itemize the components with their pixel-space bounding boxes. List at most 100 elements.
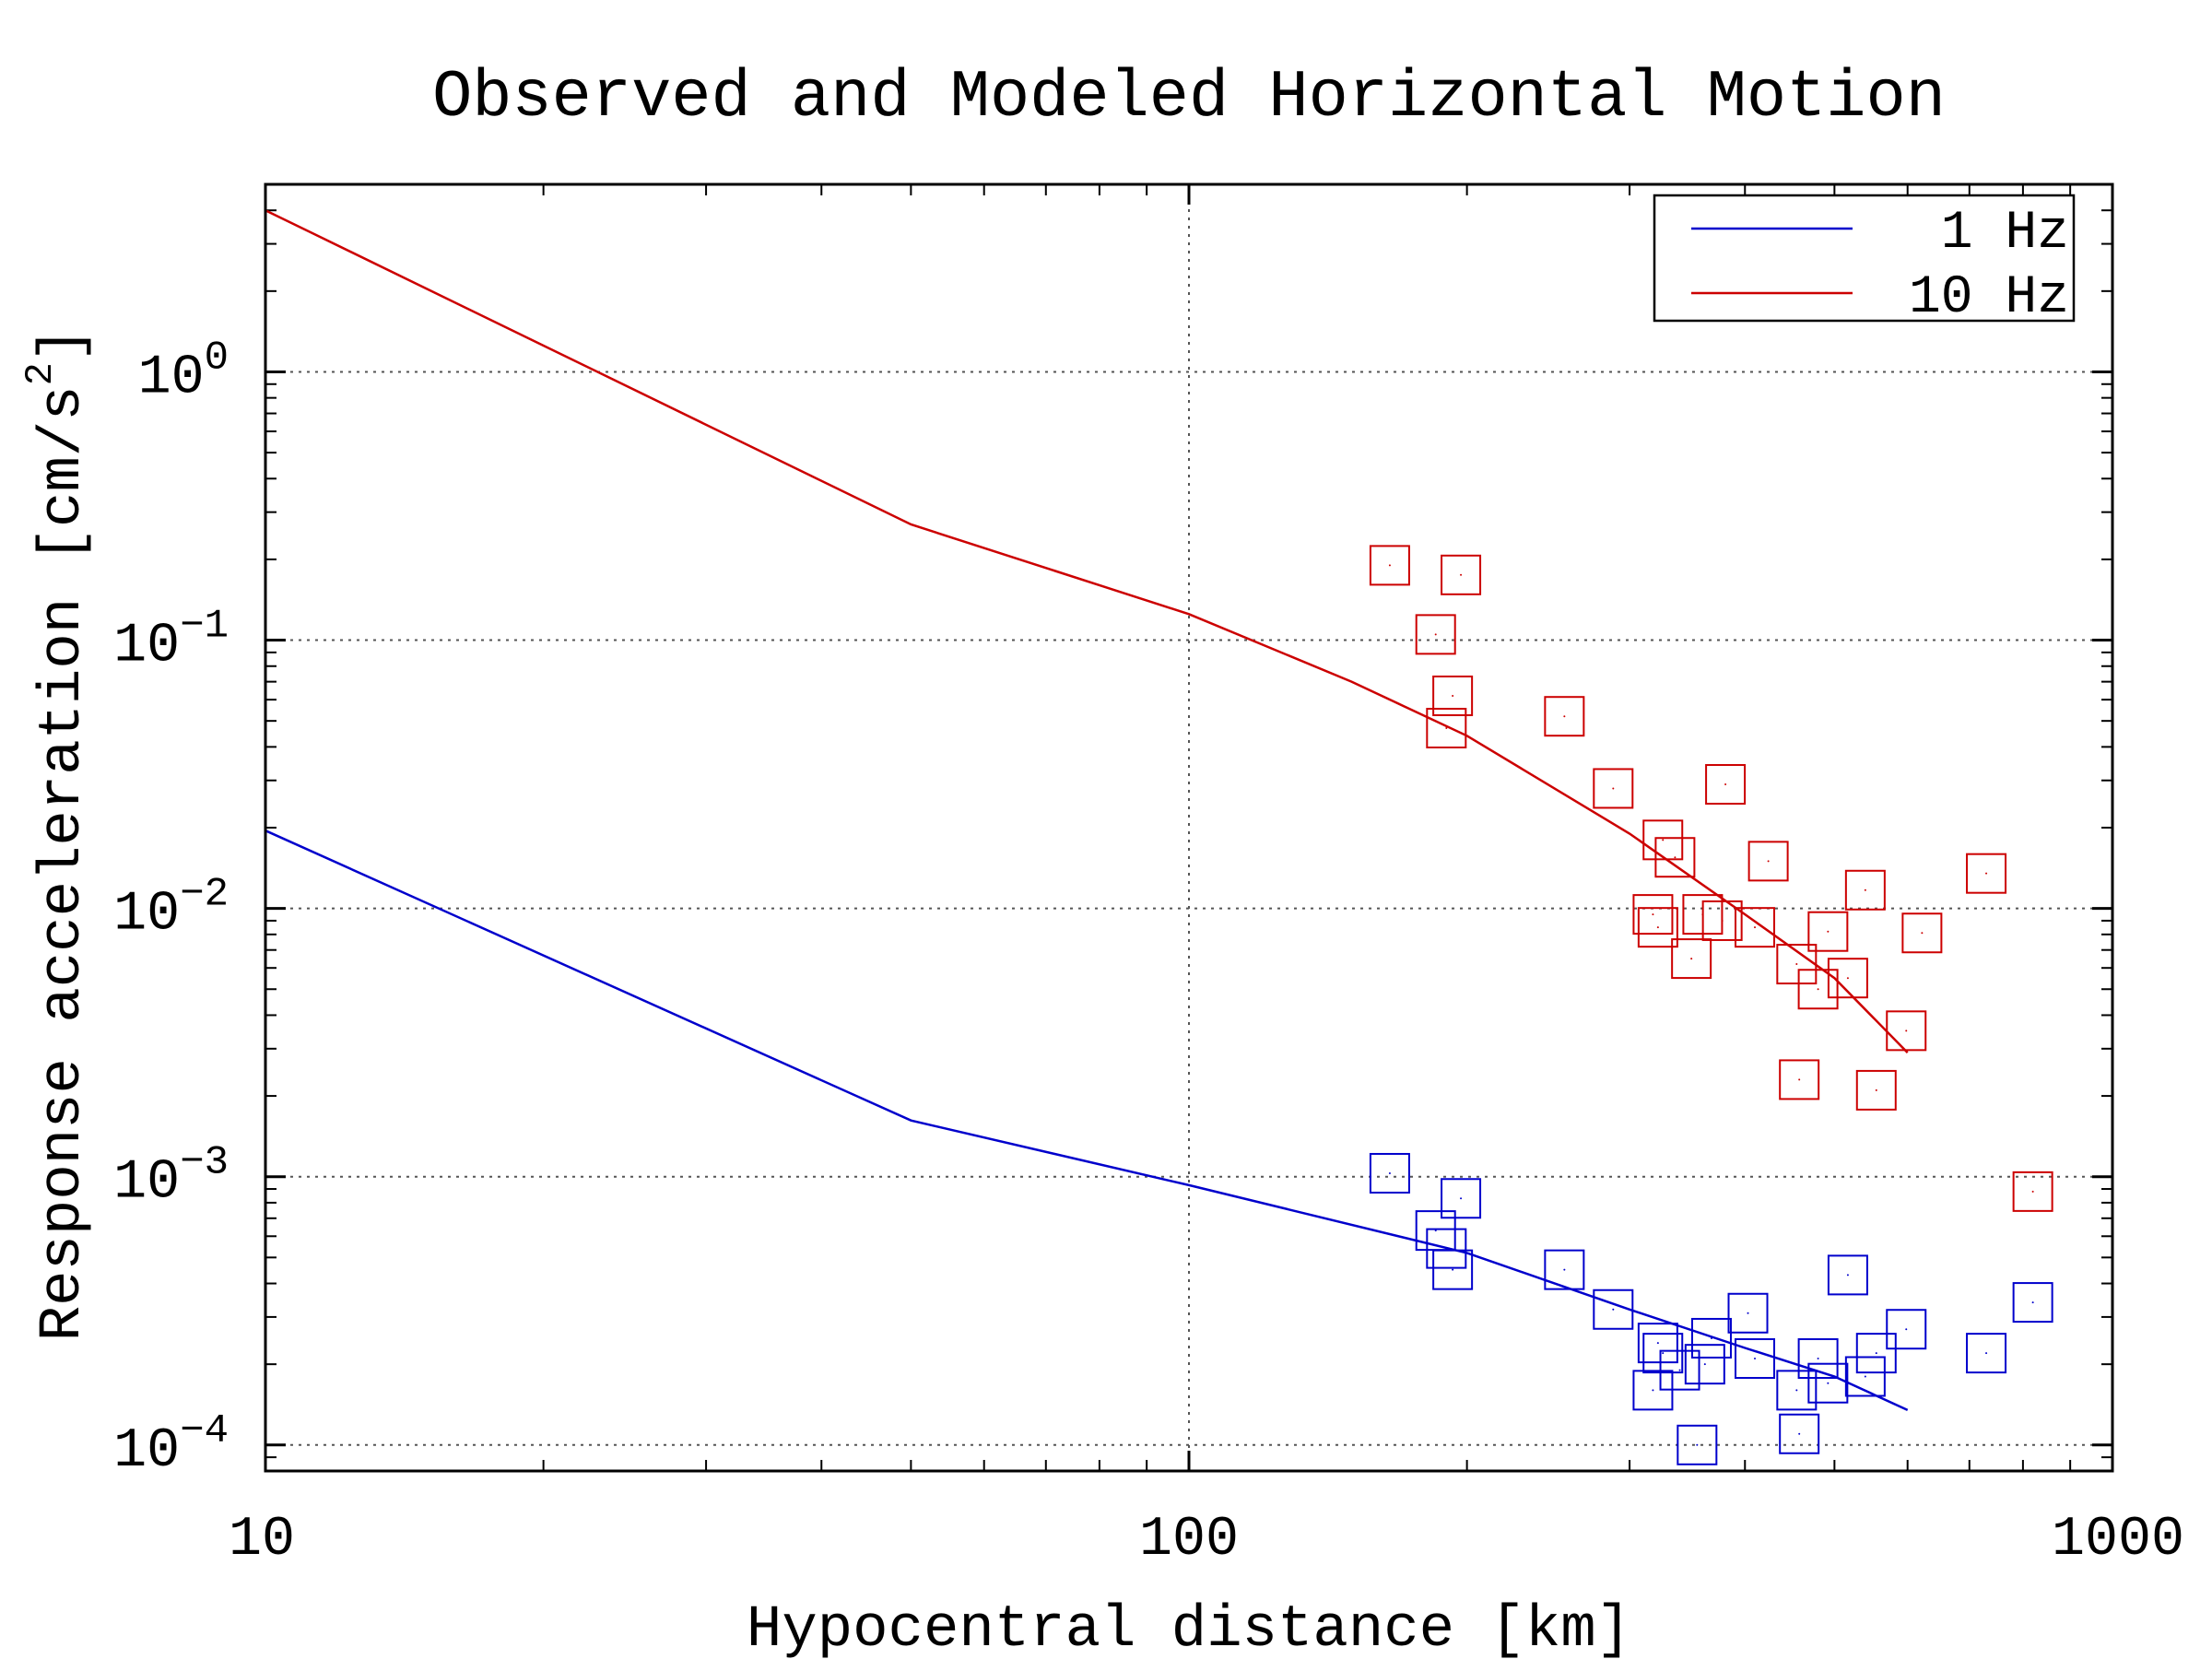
- observed-marker: [1901, 912, 1943, 954]
- x-tick-label: 10: [229, 1509, 295, 1571]
- y-axis-label-superscript: 2: [18, 362, 63, 385]
- chart-title: Observed and Modeled Horizontal Motion: [432, 60, 1946, 135]
- observed-marker: [1593, 768, 1634, 809]
- x-axis-label: Hypocentral distance [km]: [747, 1597, 1631, 1659]
- observed-point-center: [1864, 1375, 1866, 1378]
- y-tick-exponent: −1: [180, 604, 229, 650]
- observed-marker: [1432, 675, 1474, 716]
- observed-marker: [1544, 696, 1585, 737]
- observed-marker: [1441, 1178, 1482, 1219]
- observed-point-center: [1817, 988, 1819, 991]
- y-tick-label: 10−2: [113, 872, 229, 947]
- observed-marker: [1701, 900, 1743, 941]
- observed-marker: [1855, 1069, 1897, 1111]
- observed-marker: [1432, 1249, 1474, 1290]
- observed-point-center: [1445, 726, 1448, 729]
- observed-marker: [1776, 944, 1818, 985]
- y-tick-base: 10: [138, 347, 205, 409]
- observed-point-center: [1674, 856, 1677, 859]
- x-ticks: 10 100 1000: [229, 184, 2184, 1571]
- observed-point-center: [1795, 1389, 1798, 1392]
- y-axis-label-main: Response acceleration [cm/s: [30, 385, 97, 1341]
- observed-marker: [1735, 907, 1776, 948]
- observed-point-center: [1798, 1432, 1801, 1435]
- plot-frame: [264, 182, 2114, 1473]
- observed-marker: [1369, 1152, 1410, 1194]
- observed-marker: [1844, 869, 1886, 911]
- observed-point-center: [1678, 1369, 1681, 1371]
- observed-marker: [1544, 1249, 1585, 1290]
- observed-marker: [1807, 1362, 1849, 1404]
- observed-point-center: [1827, 930, 1830, 933]
- observed-point-center: [1652, 913, 1654, 916]
- observed-marker: [1727, 1292, 1769, 1334]
- observed-marker: [1797, 1337, 1839, 1379]
- observed-point-center: [1827, 1382, 1830, 1384]
- y-tick-label: 10−3: [113, 1140, 229, 1215]
- observed-point-center: [1721, 919, 1724, 922]
- observed-marker: [1966, 853, 2007, 894]
- observed-marker: [2012, 1171, 2053, 1212]
- observed-marker: [1677, 1424, 1718, 1465]
- observed-point-center: [1875, 1352, 1877, 1355]
- observed-marker: [1632, 894, 1674, 935]
- observed-point-center: [1452, 1268, 1454, 1271]
- legend-label: 1 Hz: [1941, 204, 2069, 264]
- y-tick-label: 100: [138, 335, 229, 409]
- y-tick-base: 10: [113, 1152, 180, 1215]
- observed-marker: [1415, 614, 1456, 655]
- y-tick-exponent: −4: [180, 1408, 229, 1454]
- observed-marker: [1637, 907, 1678, 948]
- observed-point-center: [1798, 1078, 1801, 1081]
- y-tick-exponent: −2: [180, 872, 229, 918]
- observed-point-center: [1434, 1230, 1437, 1232]
- observed-point-center: [1656, 926, 1659, 929]
- observed-marker: [1690, 1317, 1732, 1359]
- observed-marker: [1735, 1337, 1776, 1379]
- observed-marker: [1671, 938, 1712, 980]
- observed-marker: [1593, 1288, 1634, 1330]
- observed-point-center: [1905, 1030, 1908, 1032]
- y-tick-exponent: 0: [205, 335, 229, 381]
- observed-marker: [1637, 1323, 1678, 1364]
- observed-point-center: [1452, 694, 1454, 697]
- observed-point-center: [1846, 1274, 1849, 1277]
- observed-point-center: [1767, 860, 1770, 863]
- model-line-series-2: [265, 209, 1909, 1053]
- observed-point-center: [1460, 1197, 1463, 1200]
- observed-point-center: [1434, 633, 1437, 636]
- observed-marker: [1705, 764, 1747, 806]
- observed-point-center: [1612, 1308, 1615, 1311]
- observed-marker: [1369, 545, 1410, 586]
- observed-point-center: [1846, 977, 1849, 980]
- y-axis-label-suffix: ]: [30, 327, 97, 362]
- observed-point-center: [1388, 564, 1391, 567]
- observed-marker: [1441, 554, 1482, 595]
- observed-point-center: [1445, 1247, 1448, 1250]
- observed-marker: [1966, 1333, 2007, 1374]
- observed-point-center: [1985, 1352, 1988, 1355]
- observed-marker: [1659, 1349, 1700, 1391]
- observed-point-center: [1652, 1389, 1654, 1392]
- observed-marker: [1779, 1413, 1820, 1454]
- observed-point-center: [1703, 1363, 1706, 1366]
- observed-point-center: [1662, 1352, 1665, 1355]
- model-line-series-1: [265, 830, 1909, 1412]
- observed-point-center: [1795, 963, 1798, 966]
- observed-point-center: [1985, 872, 1988, 875]
- observed-point-center: [1460, 573, 1463, 576]
- observed-marker: [1747, 841, 1789, 882]
- observed-point-center: [1563, 715, 1566, 718]
- y-tick-base: 10: [113, 1420, 180, 1483]
- plot-content: [265, 209, 2053, 1465]
- observed-marker: [1642, 1333, 1684, 1374]
- observed-marker: [1827, 1254, 1868, 1296]
- observed-marker: [1886, 1309, 1927, 1350]
- observed-marker: [2012, 1282, 2053, 1324]
- y-tick-label: 10−4: [113, 1408, 229, 1483]
- observed-marker: [1776, 1370, 1818, 1411]
- observed-point-center: [2031, 1301, 2034, 1304]
- grid: [265, 184, 2112, 1471]
- observed-marker: [1807, 911, 1849, 952]
